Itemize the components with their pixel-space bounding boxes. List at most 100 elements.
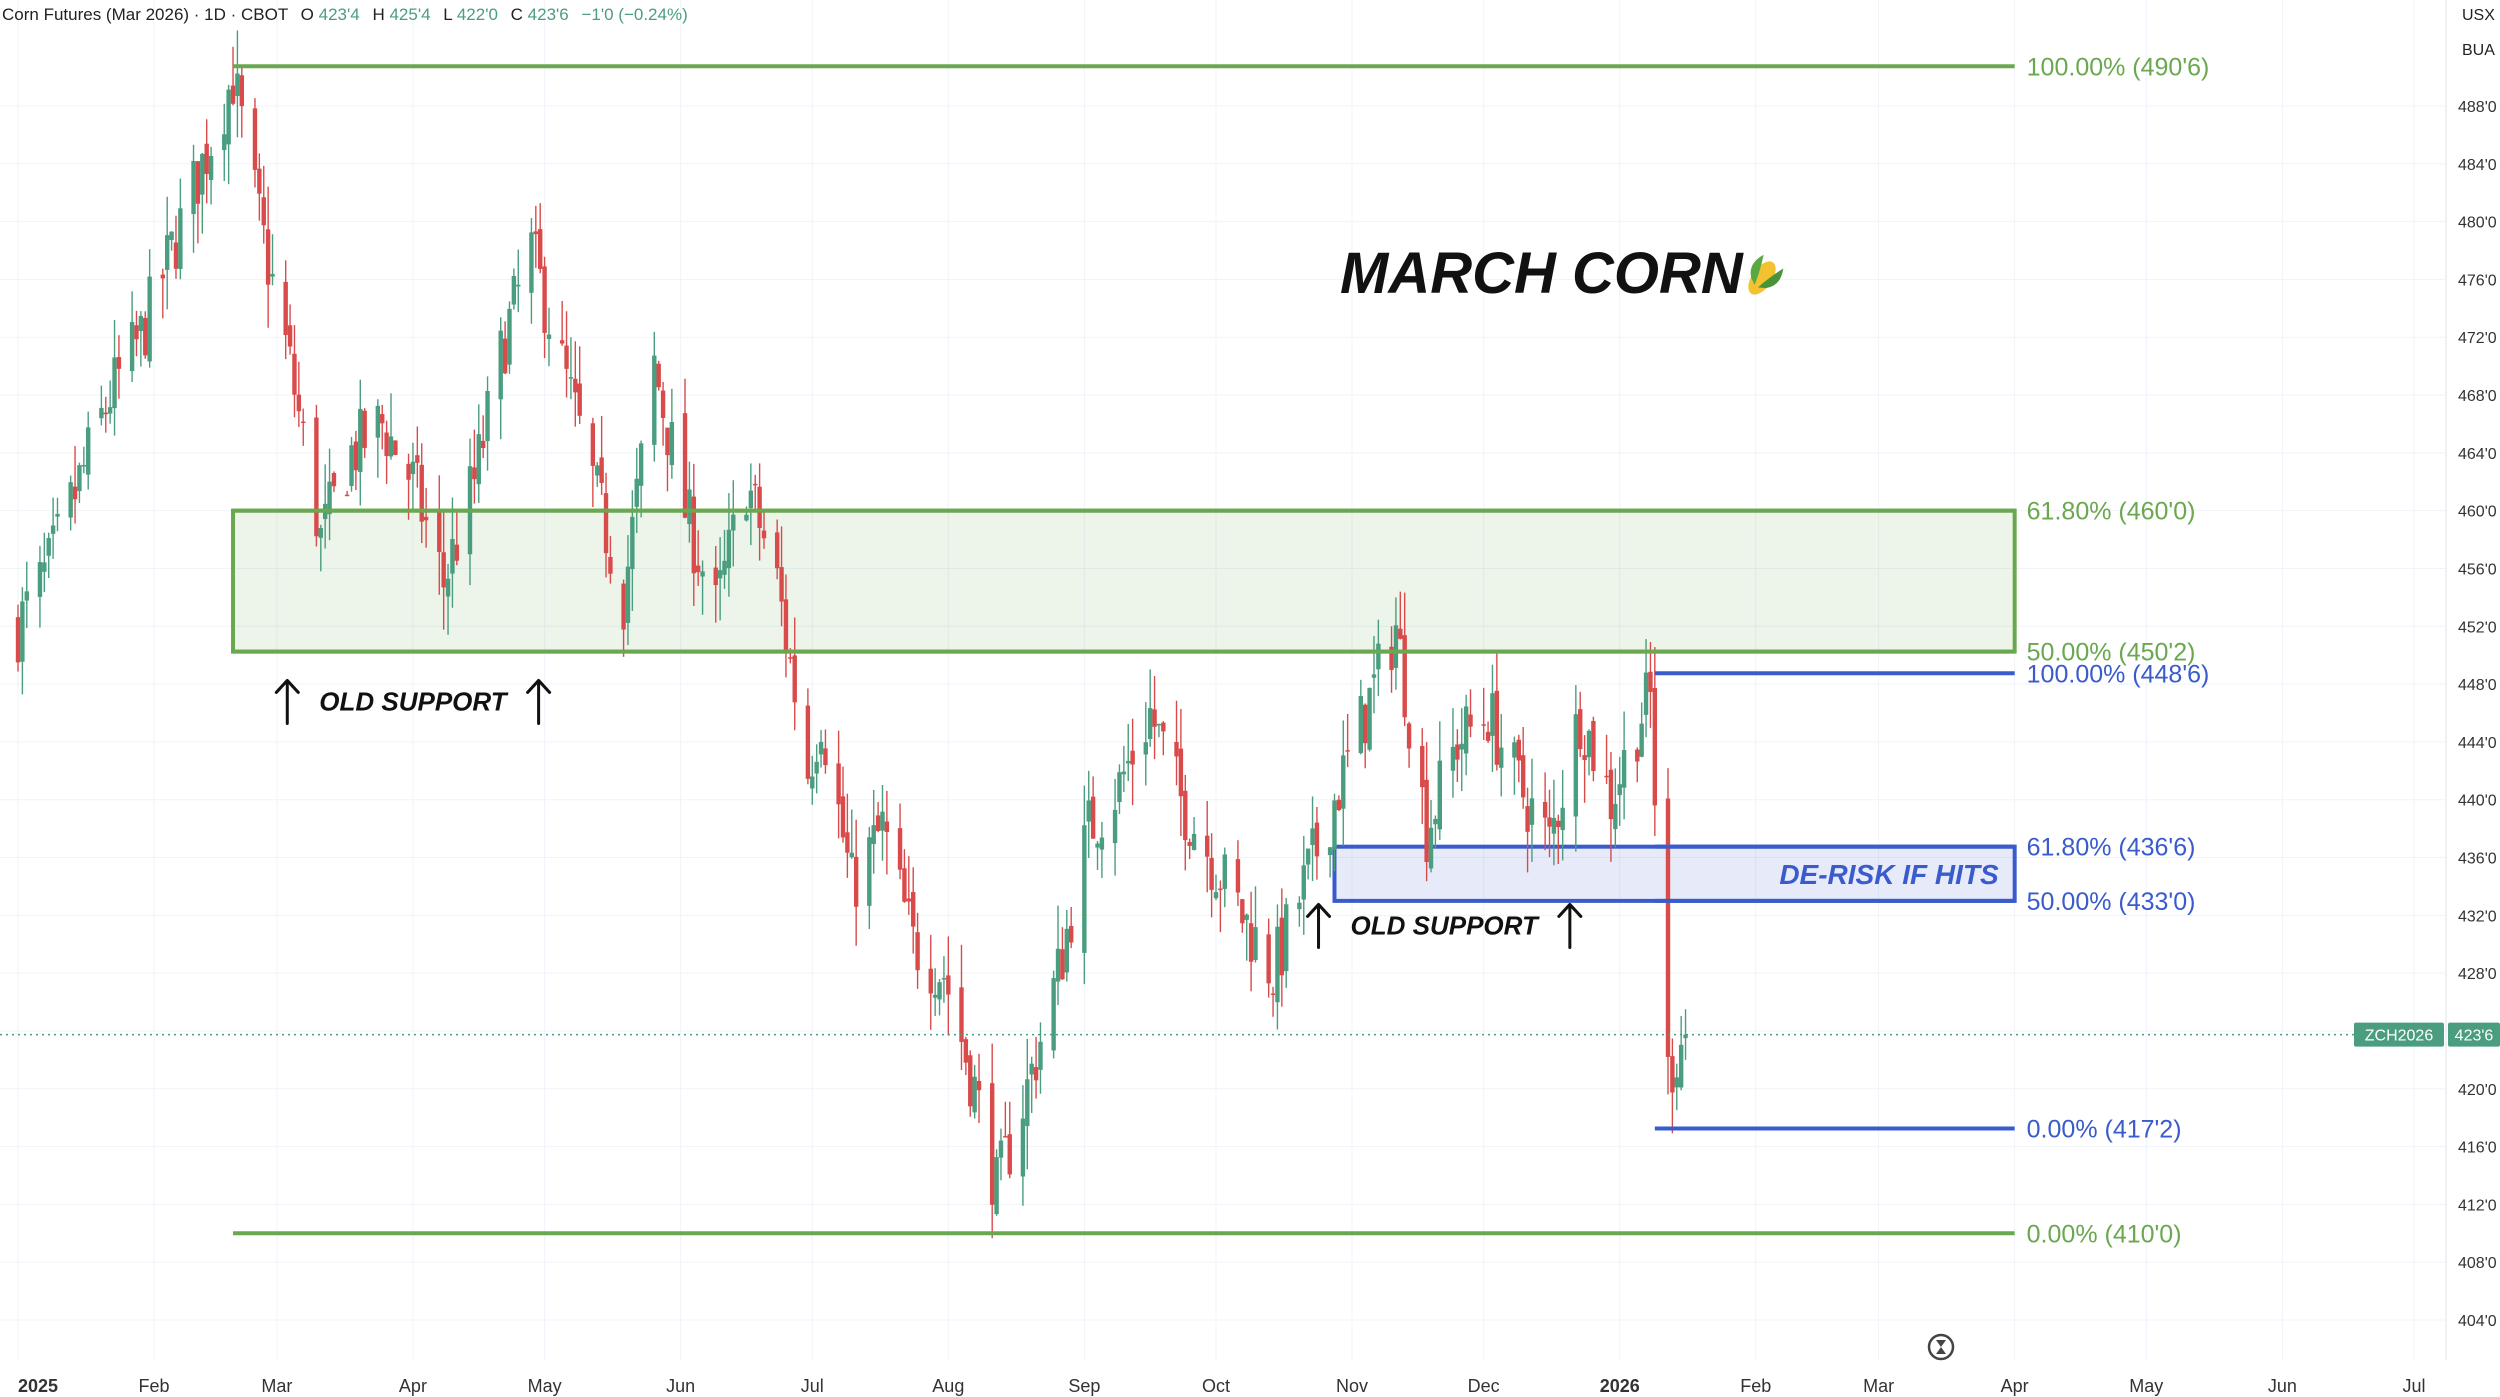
candle-body xyxy=(1516,739,1521,761)
fib-blue-level-label: 100.00% (448'6) xyxy=(2027,660,2210,688)
candle-body xyxy=(1003,1136,1008,1138)
price-tick-label: 416'0 xyxy=(2458,1140,2497,1157)
candle-body xyxy=(1424,779,1429,863)
annotations: OLD SUPPORT OLD SUPPORT xyxy=(274,678,1583,949)
candle-body xyxy=(1147,708,1153,739)
candle-body xyxy=(608,556,613,574)
time-tick-label: Jun xyxy=(666,1376,695,1396)
candle-body xyxy=(1578,709,1583,750)
symbol-badge xyxy=(2354,1022,2444,1047)
candle-body xyxy=(779,567,784,602)
candle-body xyxy=(301,421,306,424)
candle-body xyxy=(472,467,477,480)
fib-green-level-label: 100.00% (490'6) xyxy=(2027,53,2210,81)
time-tick-label: May xyxy=(528,1376,562,1396)
candle-body xyxy=(208,155,214,180)
candle-body xyxy=(138,315,144,332)
candle-body xyxy=(77,465,82,492)
fib-green-level-label: 50.00% (450'2) xyxy=(2027,639,2196,667)
price-tick-label: 412'0 xyxy=(2458,1197,2497,1214)
candle-body xyxy=(107,407,113,414)
candle-body xyxy=(989,1083,995,1205)
candle-body xyxy=(656,363,661,388)
legend-open-label: O xyxy=(301,5,314,24)
candle-body xyxy=(1525,806,1530,832)
price-tick-label: 452'0 xyxy=(2458,619,2497,636)
time-tick-label: Mar xyxy=(1863,1376,1894,1396)
candle-body xyxy=(1363,704,1368,744)
candle-body xyxy=(845,832,850,853)
candle-body xyxy=(81,464,87,467)
candle-body xyxy=(823,748,828,766)
candle-body xyxy=(1279,917,1285,976)
candle-body xyxy=(744,514,749,521)
time-tick-label: Jul xyxy=(2402,1376,2425,1396)
candle-body xyxy=(1648,671,1653,692)
fib-levels: 100.00% (490'6) 61.80% (460'0) 50.00% (450… xyxy=(233,53,2209,1248)
candle-body xyxy=(1406,723,1412,749)
candle-body xyxy=(15,617,21,663)
candle-body xyxy=(621,583,626,630)
candle-body xyxy=(1428,827,1434,869)
candle-body xyxy=(753,483,758,486)
price-tick-label: 440'0 xyxy=(2458,793,2497,810)
candle-body xyxy=(533,231,539,235)
candle-body xyxy=(1143,742,1148,755)
time-tick-label: Jul xyxy=(801,1376,824,1396)
candle-body xyxy=(669,422,675,466)
candle-body xyxy=(1007,1134,1012,1175)
candle-body xyxy=(287,325,293,347)
candle-body xyxy=(42,562,47,572)
candle-body xyxy=(160,274,166,279)
candle-body xyxy=(406,463,411,480)
candle-body xyxy=(634,478,639,507)
candle-body xyxy=(445,578,451,597)
candle-body xyxy=(1244,914,1249,920)
candle-body xyxy=(261,197,266,226)
candle-body xyxy=(384,432,389,457)
candle-body xyxy=(1459,743,1464,750)
candle-body xyxy=(959,987,964,1042)
candle-body xyxy=(599,457,604,483)
price-tick-label: 448'0 xyxy=(2458,677,2497,694)
candle-body xyxy=(1490,693,1495,736)
candle-body xyxy=(783,599,789,650)
candle-body xyxy=(318,528,323,538)
price-tick-label: 456'0 xyxy=(2458,561,2497,578)
candle-body xyxy=(1560,807,1565,831)
up-arrow-icon xyxy=(526,678,552,725)
candle-body xyxy=(691,496,696,574)
candle-body xyxy=(200,153,205,195)
candle-body xyxy=(1055,948,1061,982)
candle-body xyxy=(1591,720,1596,772)
candle-body xyxy=(1086,800,1091,822)
candle-body xyxy=(1213,892,1219,899)
candle-body xyxy=(1613,803,1618,830)
candle-body xyxy=(46,537,51,556)
legend-symbol: Corn Futures (Mar 2026) · 1D · CBOT xyxy=(2,5,288,24)
candle-body xyxy=(660,390,666,418)
candle-body xyxy=(818,741,824,755)
candle-body xyxy=(652,355,657,445)
price-tick-label: 488'0 xyxy=(2458,99,2497,116)
candle-body xyxy=(235,73,240,96)
candle-body xyxy=(1398,628,1403,639)
candle-body xyxy=(99,407,104,419)
candle-body xyxy=(867,837,872,906)
candle-body xyxy=(761,530,767,539)
candle-body xyxy=(1547,817,1552,827)
candle-body xyxy=(1301,865,1306,900)
clock-icon[interactable] xyxy=(1927,1333,1955,1361)
candle-body xyxy=(1542,801,1548,818)
time-tick-label: Apr xyxy=(2001,1376,2029,1396)
old-support-label: OLD SUPPORT xyxy=(1351,910,1540,940)
time-tick-label: Apr xyxy=(399,1376,427,1396)
candle-body xyxy=(538,229,543,269)
candle-body xyxy=(1275,926,1280,1003)
candle-body xyxy=(437,511,442,552)
candle-body xyxy=(1222,854,1227,889)
time-axis: 2025 Feb Mar Apr May Jun Jul Aug Sep Oct Nov Dec 202… xyxy=(18,1376,2426,1396)
candle-body xyxy=(358,408,363,472)
candle-body xyxy=(1678,1044,1684,1088)
